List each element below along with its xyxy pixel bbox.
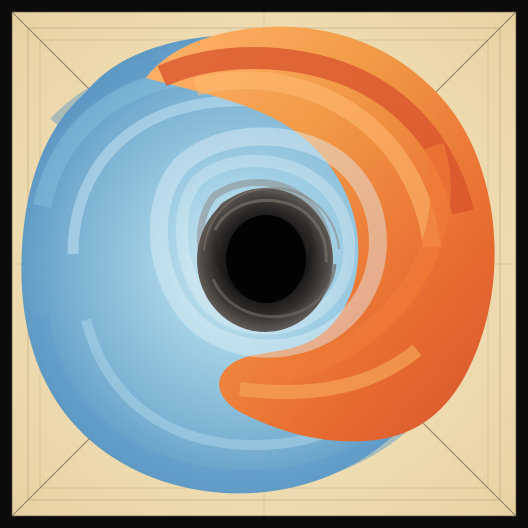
orange-spiral-arm	[146, 26, 495, 442]
vortex-core	[197, 186, 340, 332]
